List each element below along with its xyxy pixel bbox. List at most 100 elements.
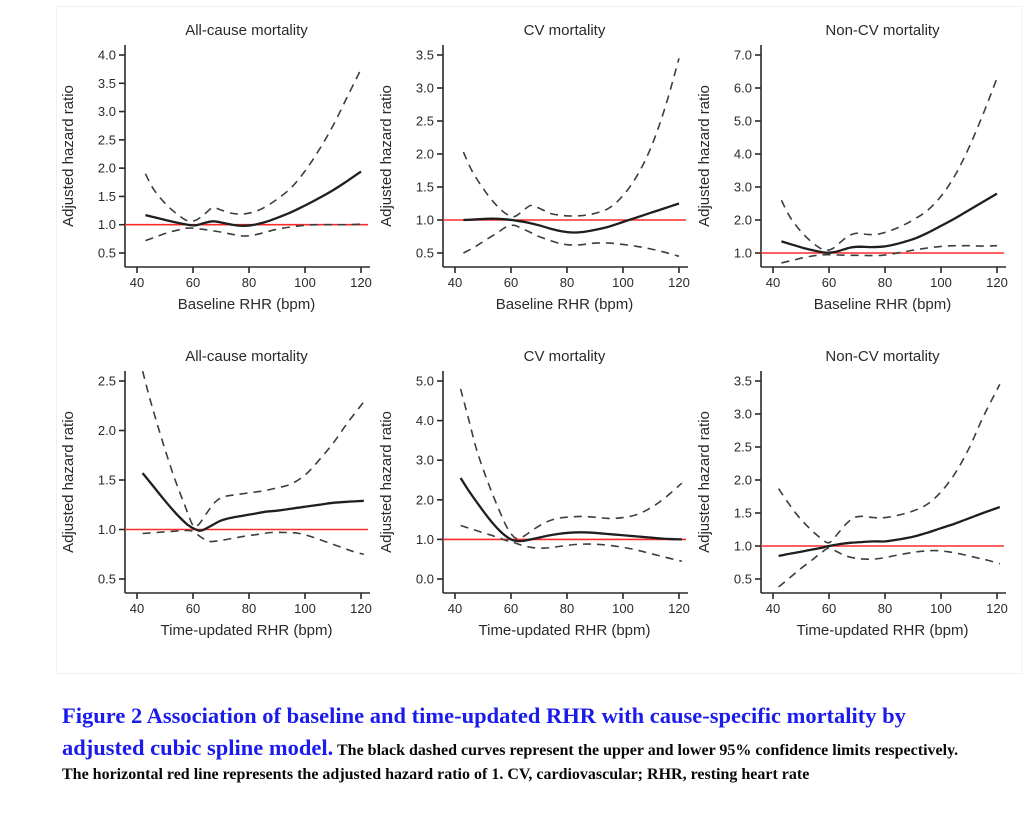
chart-text: 1.5 xyxy=(98,473,116,488)
chart-panel-6: Non-CV mortality 0.5 1.0 1.5 2.0 2.5 3.0 3.5 40 6… xyxy=(695,345,1013,645)
hazard-ratio-curve xyxy=(141,472,364,532)
chart-text: 3.5 xyxy=(416,48,434,63)
chart-text: 80 xyxy=(878,601,892,616)
spline-chart: Non-CV mortality 1.0 2.0 3.0 4.0 5.0 6.0 7.0 40 6… xyxy=(696,22,1008,313)
confidence-limit-curve xyxy=(459,388,683,540)
chart-text: 40 xyxy=(448,275,462,290)
chart-text: Adjusted hazard ratio xyxy=(60,85,77,227)
confidence-limit-curve xyxy=(463,224,680,258)
chart-text: 40 xyxy=(766,601,780,616)
chart-text: Baseline RHR (bpm) xyxy=(814,296,952,313)
chart-text: Non-CV mortality xyxy=(825,22,940,39)
chart-text: 60 xyxy=(822,601,836,616)
chart-text: 1.5 xyxy=(416,180,434,195)
chart-text: 60 xyxy=(504,275,518,290)
spline-chart: CV mortality 0.0 1.0 2.0 3.0 4.0 5.0 40 60 80 100 1… xyxy=(378,348,690,639)
chart-text: 1.0 xyxy=(734,246,752,261)
confidence-limit-curve xyxy=(144,68,362,223)
chart-text: Non-CV mortality xyxy=(825,348,940,365)
chart-text: Time-updated RHR (bpm) xyxy=(797,622,969,639)
chart-text: 3.5 xyxy=(734,374,752,389)
chart-panel-4: All-cause mortality 0.5 1.0 1.5 2.0 2.5 40 60 80… xyxy=(59,345,377,645)
chart-text: 7.0 xyxy=(734,48,752,63)
chart-text: Baseline RHR (bpm) xyxy=(496,296,634,313)
charts-grid: All-cause mortality 0.5 1.0 1.5 2.0 2.5 3.0 3.5… xyxy=(59,19,1021,645)
chart-text: 120 xyxy=(350,601,372,616)
chart-text: 0.5 xyxy=(98,246,116,261)
chart-text: 0.0 xyxy=(416,572,434,587)
chart-text: 80 xyxy=(560,601,574,616)
chart-text: Adjusted hazard ratio xyxy=(696,411,713,553)
chart-text: 40 xyxy=(130,601,144,616)
chart-text: 3.0 xyxy=(98,104,116,119)
chart-text: 2.0 xyxy=(98,161,116,176)
chart-text: 2.0 xyxy=(416,492,434,507)
chart-text: 5.0 xyxy=(416,374,434,389)
chart-text: 100 xyxy=(930,275,952,290)
hazard-ratio-curve xyxy=(463,202,680,234)
chart-text: 100 xyxy=(612,601,634,616)
chart-text: 1.0 xyxy=(98,217,116,232)
figure-caption-title: Figure 2 Association of baseline and tim… xyxy=(62,703,906,760)
chart-text: CV mortality xyxy=(524,348,606,365)
chart-text: 4.0 xyxy=(98,48,116,63)
chart-text: 0.5 xyxy=(734,572,752,587)
chart-text: Adjusted hazard ratio xyxy=(696,85,713,227)
chart-text: Baseline RHR (bpm) xyxy=(178,296,316,313)
figure-caption: Figure 2 Association of baseline and tim… xyxy=(62,700,978,787)
chart-text: 1.5 xyxy=(734,506,752,521)
chart-text: 3.0 xyxy=(416,81,434,96)
chart-text: 120 xyxy=(668,601,690,616)
hazard-ratio-curve xyxy=(459,477,682,543)
chart-text: 2.5 xyxy=(98,132,116,147)
chart-text: 100 xyxy=(930,601,952,616)
confidence-limit-curve xyxy=(778,547,1001,588)
confidence-limit-curve xyxy=(141,370,365,528)
chart-text: Adjusted hazard ratio xyxy=(60,411,77,553)
confidence-limit-curve xyxy=(780,77,998,252)
confidence-limit-curve xyxy=(142,529,365,556)
chart-text: 5.0 xyxy=(734,114,752,129)
chart-text: Time-updated RHR (bpm) xyxy=(479,622,651,639)
chart-text: Adjusted hazard ratio xyxy=(378,85,395,227)
chart-text: 80 xyxy=(560,275,574,290)
chart-text: 120 xyxy=(986,601,1008,616)
chart-text: All-cause mortality xyxy=(185,348,308,365)
chart-text: 2.0 xyxy=(734,213,752,228)
chart-text: 120 xyxy=(668,275,690,290)
chart-text: 2.0 xyxy=(98,423,116,438)
chart-text: 0.5 xyxy=(98,572,116,587)
chart-text: Adjusted hazard ratio xyxy=(378,411,395,553)
chart-text: 1.0 xyxy=(416,213,434,228)
hazard-ratio-curve xyxy=(145,170,362,227)
chart-text: 60 xyxy=(186,601,200,616)
chart-text: 2.5 xyxy=(98,374,116,389)
chart-text: 100 xyxy=(612,275,634,290)
chart-text: 2.0 xyxy=(734,473,752,488)
chart-text: 1.0 xyxy=(416,532,434,547)
chart-text: 60 xyxy=(822,275,836,290)
chart-text: 120 xyxy=(986,275,1008,290)
chart-text: 100 xyxy=(294,601,316,616)
chart-text: 2.0 xyxy=(416,147,434,162)
chart-text: 3.0 xyxy=(734,180,752,195)
chart-text: 2.5 xyxy=(416,114,434,129)
chart-panel-2: CV mortality 0.5 1.0 1.5 2.0 2.5 3.0 3.5 40 60 80 1… xyxy=(377,19,695,319)
chart-panel-5: CV mortality 0.0 1.0 2.0 3.0 4.0 5.0 40 60 80 100 1… xyxy=(377,345,695,645)
chart-text: 40 xyxy=(130,275,144,290)
chart-text: 80 xyxy=(242,275,256,290)
chart-row-1: All-cause mortality 0.5 1.0 1.5 2.0 2.5 3.0 3.5… xyxy=(59,19,1021,319)
chart-text: 2.5 xyxy=(734,440,752,455)
chart-text: 60 xyxy=(186,275,200,290)
chart-text: Time-updated RHR (bpm) xyxy=(161,622,333,639)
chart-text: 0.5 xyxy=(416,246,434,261)
spline-chart: CV mortality 0.5 1.0 1.5 2.0 2.5 3.0 3.5 40 60 80 1… xyxy=(378,22,690,313)
chart-text: 120 xyxy=(350,275,372,290)
confidence-limit-curve xyxy=(781,244,998,264)
chart-text: 80 xyxy=(878,275,892,290)
chart-text: 1.5 xyxy=(98,189,116,204)
spline-chart: All-cause mortality 0.5 1.0 1.5 2.0 2.5 3.0 3.5… xyxy=(60,22,372,313)
chart-text: 3.5 xyxy=(98,76,116,91)
chart-text: 4.0 xyxy=(416,413,434,428)
spline-chart: All-cause mortality 0.5 1.0 1.5 2.0 2.5 40 60 80… xyxy=(60,348,372,639)
